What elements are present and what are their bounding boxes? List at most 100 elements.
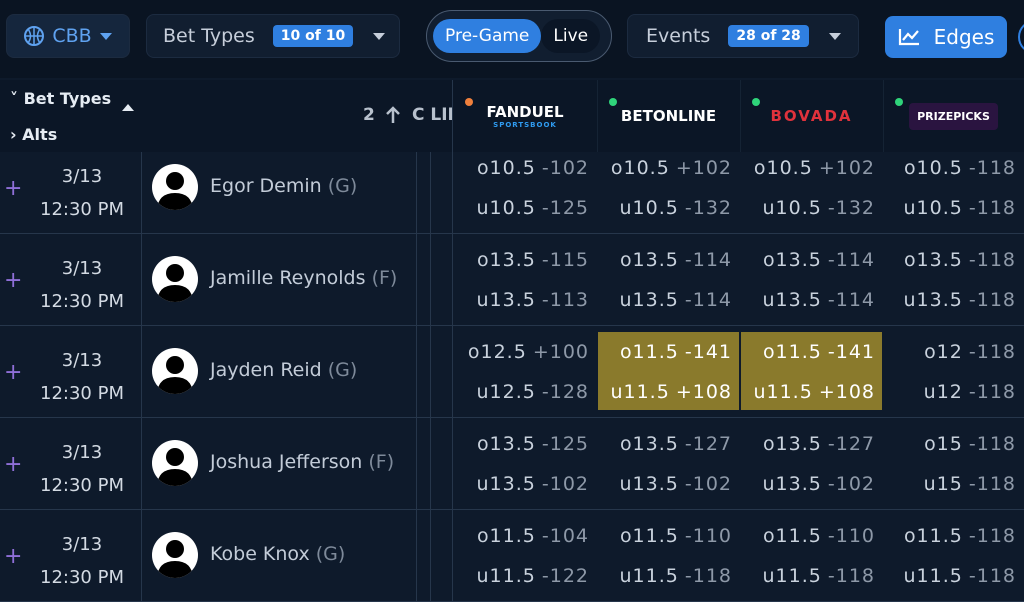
live-button[interactable]: Live — [541, 19, 601, 53]
avatar — [152, 440, 198, 486]
status-dot — [895, 98, 903, 106]
odds-cell[interactable]: o13.5 -127 u13.5 -102 — [740, 418, 883, 510]
odds-cell[interactable]: o10.5 +102 u10.5 -132 — [740, 142, 883, 234]
player-name[interactable]: Joshua Jefferson (F) — [210, 451, 394, 473]
book-header[interactable]: FANDUEL SPORTSBOOK — [453, 80, 597, 152]
price: -104 — [541, 525, 589, 547]
odds-cell[interactable]: o11.5 -118 u11.5 -118 — [883, 510, 1024, 602]
odds-cell[interactable]: o11.5 -110 u11.5 -118 — [597, 510, 740, 602]
over-line: o15 -118 — [924, 433, 1016, 455]
position: (G) — [327, 175, 358, 197]
player-name[interactable]: Jamille Reynolds (F) — [210, 267, 397, 289]
under-line: u10.5 -132 — [620, 197, 732, 219]
date: 3/13 — [61, 258, 103, 279]
silhouette — [157, 540, 193, 578]
odds-cell[interactable]: o11.5 -104 u11.5 -122 — [453, 510, 597, 602]
price: -132 — [684, 197, 732, 219]
edges-button[interactable]: Edges — [885, 16, 1007, 58]
player-name[interactable]: Jayden Reid (G) — [210, 359, 357, 381]
basketball-icon — [24, 26, 45, 46]
over-line: o12 -118 — [924, 341, 1016, 363]
expand-button[interactable]: + — [4, 452, 23, 477]
line: u13.5 — [762, 289, 822, 311]
over-line: o11.5 -141 — [620, 341, 732, 363]
under-line: u13.5 -102 — [620, 473, 732, 495]
price: -113 — [541, 289, 589, 311]
sport-select[interactable]: CBB — [6, 14, 130, 58]
price: -118 — [968, 249, 1016, 271]
book-header[interactable]: BOVADA — [740, 80, 883, 152]
divider — [452, 510, 453, 601]
expand-button[interactable]: + — [4, 176, 23, 201]
alts-toggle[interactable]: › Alts — [10, 125, 58, 144]
over-line: o10.5 +102 — [754, 157, 875, 179]
divider — [883, 80, 884, 152]
bet-types-toggle[interactable]: ˅ Bet Types — [10, 89, 112, 108]
line: u10.5 — [903, 197, 963, 219]
book-logo: PRIZEPICKS — [909, 102, 998, 130]
time: 12:30 PM — [40, 567, 124, 588]
sort-arrow[interactable] — [385, 106, 401, 124]
odds-cell[interactable]: o13.5 -115 u13.5 -113 — [453, 234, 597, 326]
line: o13.5 — [762, 433, 822, 455]
divider — [141, 418, 142, 509]
line: u11.5 — [476, 565, 536, 587]
under-line: u11.5 -118 — [620, 565, 732, 587]
odds-cell[interactable]: o12 -118 u12 -118 — [883, 326, 1024, 418]
label: Events — [646, 25, 711, 47]
book-header[interactable]: PRIZEPICKS — [883, 80, 1024, 152]
odds-cell[interactable]: o13.5 -114 u13.5 -114 — [740, 234, 883, 326]
line: o11.5 — [762, 525, 822, 547]
odds-cell[interactable]: o11.5 -110 u11.5 -118 — [740, 510, 883, 602]
events-select[interactable]: Events 28 of 28 — [627, 14, 859, 58]
over-line: o10.5 +102 — [611, 157, 732, 179]
chart-icon — [898, 29, 919, 46]
odds-cell[interactable]: o13.5 -125 u13.5 -102 — [453, 418, 597, 510]
divider — [141, 510, 142, 601]
odds-cell[interactable]: o13.5 -118 u13.5 -118 — [883, 234, 1024, 326]
event-time: 3/13 12:30 PM — [22, 528, 142, 594]
line: o10.5 — [753, 157, 813, 179]
price: -125 — [541, 197, 589, 219]
over-line: o13.5 -125 — [477, 433, 589, 455]
odds-cell[interactable]: o11.5 -141 u11.5 +108 — [740, 326, 883, 418]
expand-button[interactable]: + — [4, 360, 23, 385]
player-name[interactable]: Egor Demin (G) — [210, 175, 357, 197]
bet-types-select[interactable]: Bet Types 10 of 10 — [146, 14, 400, 58]
player-name[interactable]: Kobe Knox (G) — [210, 543, 345, 565]
line: o10.5 — [476, 157, 536, 179]
odds-cell[interactable]: o13.5 -114 u13.5 -114 — [597, 234, 740, 326]
odds-cell[interactable]: o11.5 -141 u11.5 +108 — [597, 326, 740, 418]
odds-cell[interactable]: o13.5 -127 u13.5 -102 — [597, 418, 740, 510]
book-header[interactable]: BETONLINE — [597, 80, 740, 152]
mode-toggle: Pre-Game Live — [426, 10, 612, 62]
line: u12 — [923, 381, 963, 403]
line: o12 — [924, 341, 963, 363]
expand-button[interactable]: + — [4, 268, 23, 293]
pregame-button[interactable]: Pre-Game — [433, 19, 542, 53]
over-line: o13.5 -118 — [904, 249, 1016, 271]
line: u11.5 — [753, 381, 813, 403]
odds-cell[interactable]: o10.5 -102 u10.5 -125 — [453, 142, 597, 234]
under-line: u12.5 -128 — [477, 381, 589, 403]
line: u11.5 — [762, 565, 822, 587]
book-name: FANDUEL — [486, 103, 564, 121]
divider — [452, 234, 453, 325]
odds-cell[interactable]: o12.5 +100 u12.5 -128 — [453, 326, 597, 418]
line: u11.5 — [610, 381, 670, 403]
expand-button[interactable]: + — [4, 544, 23, 569]
odds-cell[interactable]: o10.5 +102 u10.5 -132 — [597, 142, 740, 234]
name: Kobe Knox — [210, 543, 310, 565]
under-line: u11.5 -122 — [477, 565, 589, 587]
book-name: PRIZEPICKS — [917, 109, 990, 123]
line: u12.5 — [476, 381, 536, 403]
position: (F) — [368, 451, 395, 473]
over-line: o10.5 -118 — [904, 157, 1016, 179]
price: +102 — [818, 157, 875, 179]
line: u13.5 — [762, 473, 822, 495]
odds-cell[interactable]: o15 -118 u15 -118 — [883, 418, 1024, 510]
under-line: u11.5 -118 — [763, 565, 875, 587]
more-button[interactable] — [1018, 20, 1024, 54]
odds-cell[interactable]: o10.5 -118 u10.5 -118 — [883, 142, 1024, 234]
divider — [141, 142, 142, 233]
